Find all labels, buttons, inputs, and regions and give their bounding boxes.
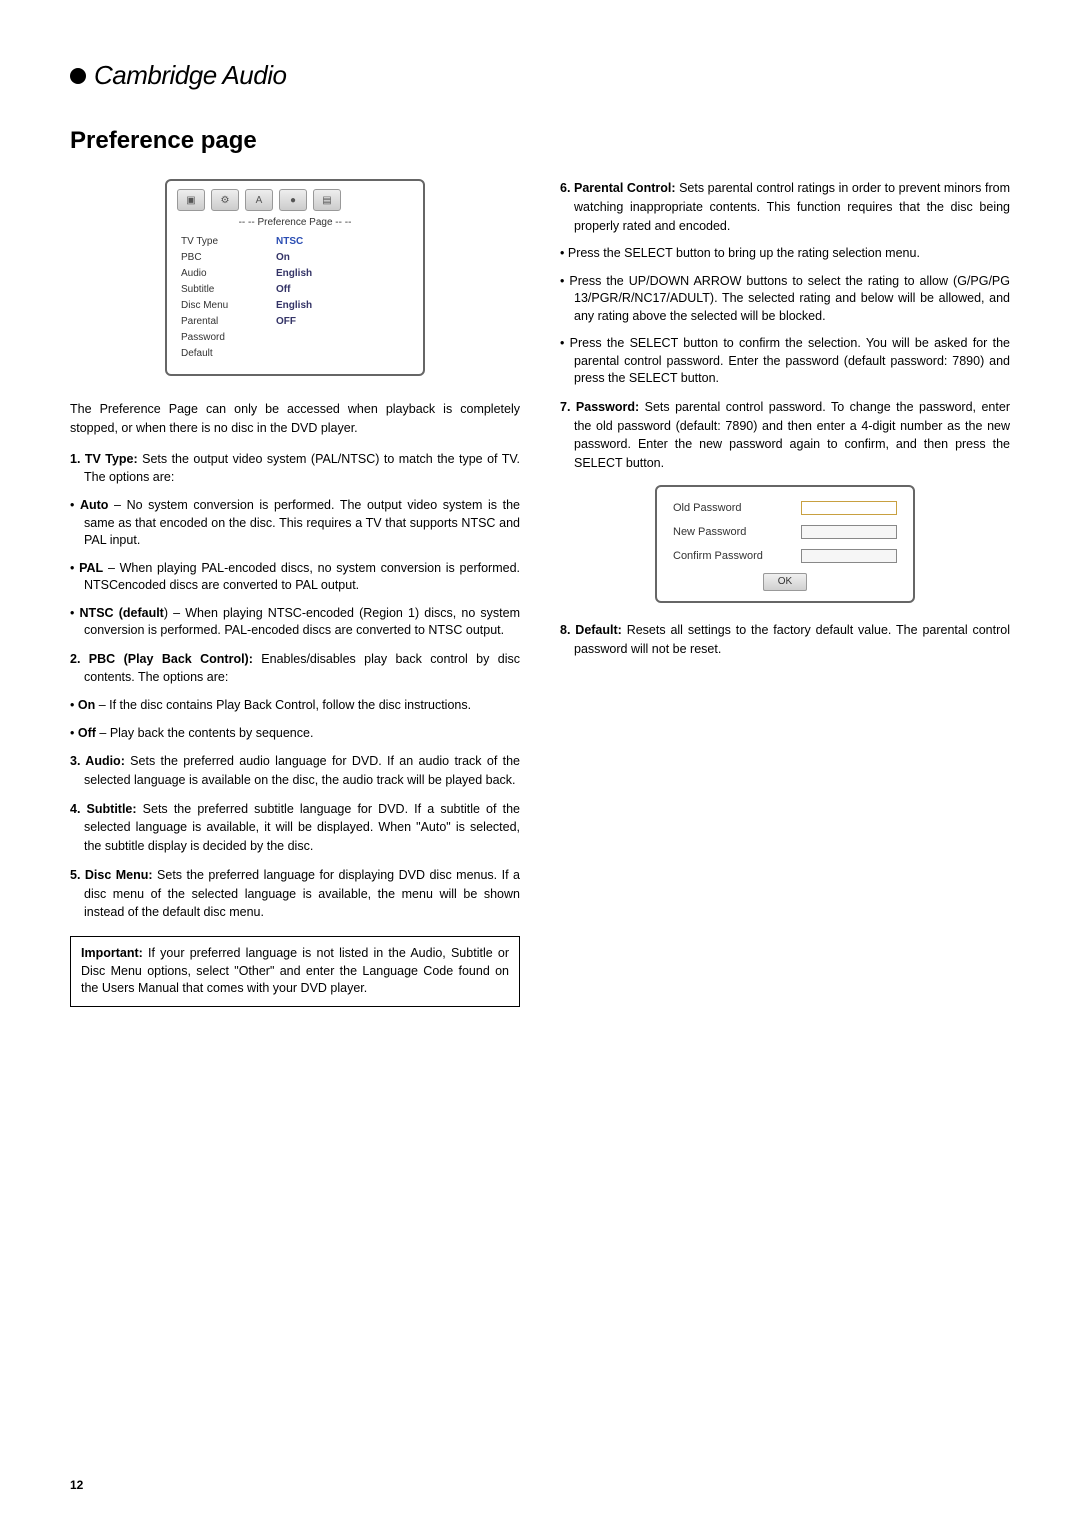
left-column: ▣ ⚙ A ● ▤ -- -- Preference Page -- -- TV… <box>70 179 520 1007</box>
pref-list: TV TypeNTSC PBCOn AudioEnglish SubtitleO… <box>173 232 417 368</box>
page-number: 12 <box>70 1478 83 1492</box>
important-note: Important: If your preferred language is… <box>70 936 520 1007</box>
pw-row-old: Old Password <box>673 501 897 515</box>
brand-name: Cambridge Audio <box>94 60 286 91</box>
pw-ok-button: OK <box>763 573 807 591</box>
bullet-pal: PAL – When playing PAL-encoded discs, no… <box>70 560 520 595</box>
page-title: Preference page <box>70 127 1010 155</box>
pref-tab-icon: ⚙ <box>211 189 239 211</box>
pref-tabs: ▣ ⚙ A ● ▤ <box>173 187 417 215</box>
pw-row-confirm: Confirm Password <box>673 549 897 563</box>
content-columns: ▣ ⚙ A ● ▤ -- -- Preference Page -- -- TV… <box>70 179 1010 1007</box>
item-audio: 3. Audio: Sets the preferred audio langu… <box>70 752 520 790</box>
pw-row-new: New Password <box>673 525 897 539</box>
pref-row: Password <box>181 330 409 346</box>
item-default: 8. Default: Resets all settings to the f… <box>560 621 1010 659</box>
item-subtitle: 4. Subtitle: Sets the preferred subtitle… <box>70 800 520 856</box>
pw-input-confirm <box>801 549 897 563</box>
intro-text: The Preference Page can only be accessed… <box>70 400 520 438</box>
pref-row: ParentalOFF <box>181 314 409 330</box>
bullet-on: On – If the disc contains Play Back Cont… <box>70 697 520 715</box>
bullet-ntsc: NTSC (default) – When playing NTSC-encod… <box>70 605 520 640</box>
item-disc-menu: 5. Disc Menu: Sets the preferred languag… <box>70 866 520 922</box>
password-screenshot: Old Password New Password Confirm Passwo… <box>655 485 915 603</box>
preference-page-screenshot: ▣ ⚙ A ● ▤ -- -- Preference Page -- -- TV… <box>165 179 425 376</box>
pw-input-new <box>801 525 897 539</box>
bullet-off: Off – Play back the contents by sequence… <box>70 725 520 743</box>
right-column: 6. Parental Control: Sets parental contr… <box>560 179 1010 1007</box>
item-parental: 6. Parental Control: Sets parental contr… <box>560 179 1010 235</box>
bullet-parental-2: Press the UP/DOWN ARROW buttons to selec… <box>560 273 1010 326</box>
brand-logo: Cambridge Audio <box>70 60 1010 91</box>
pref-tab-icon: ▣ <box>177 189 205 211</box>
pref-row: AudioEnglish <box>181 266 409 282</box>
pref-row: PBCOn <box>181 250 409 266</box>
item-password: 7. Password: Sets parental control passw… <box>560 398 1010 473</box>
pref-row: TV TypeNTSC <box>181 234 409 250</box>
pref-tab-icon: ● <box>279 189 307 211</box>
pref-row: Default <box>181 346 409 362</box>
bullet-auto: Auto – No system conversion is performed… <box>70 497 520 550</box>
pw-input-old <box>801 501 897 515</box>
pref-tab-icon: A <box>245 189 273 211</box>
bullet-parental-1: Press the SELECT button to bring up the … <box>560 245 1010 263</box>
pref-screenshot-title: -- -- Preference Page -- -- <box>173 215 417 232</box>
bullet-parental-3: Press the SELECT button to confirm the s… <box>560 335 1010 388</box>
pref-row: SubtitleOff <box>181 282 409 298</box>
logo-icon <box>70 68 86 84</box>
pref-tab-icon: ▤ <box>313 189 341 211</box>
item-tv-type: 1. TV Type: Sets the output video system… <box>70 450 520 488</box>
pref-row: Disc MenuEnglish <box>181 298 409 314</box>
item-pbc: 2. PBC (Play Back Control): Enables/disa… <box>70 650 520 688</box>
